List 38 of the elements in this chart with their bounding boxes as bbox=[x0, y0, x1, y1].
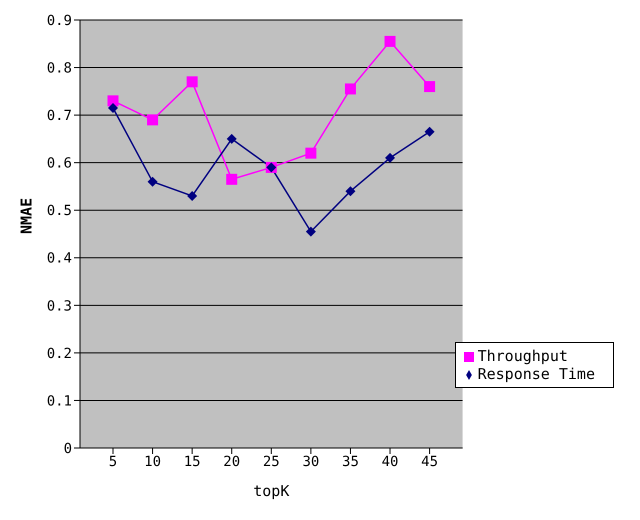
point bbox=[148, 176, 158, 187]
x-tick-label: 30 bbox=[302, 454, 320, 470]
point bbox=[147, 114, 158, 126]
legend-label: Response Time bbox=[478, 365, 595, 383]
x-tick-label: 5 bbox=[108, 454, 118, 470]
x-tick-label: 20 bbox=[223, 454, 240, 470]
point bbox=[345, 186, 356, 196]
point bbox=[108, 102, 118, 113]
x-tick-label: 15 bbox=[184, 454, 201, 470]
x-tick-label: 45 bbox=[421, 454, 438, 470]
x-tick-label: 35 bbox=[342, 454, 359, 470]
y-tick-label: 0.6 bbox=[46, 156, 72, 172]
y-tick-label: 0.2 bbox=[46, 346, 72, 362]
y-tick-label: 0.9 bbox=[46, 12, 72, 29]
x-tick-label: 40 bbox=[382, 454, 398, 470]
point bbox=[424, 81, 436, 92]
y-tick-label: 0.5 bbox=[46, 203, 72, 220]
point bbox=[344, 83, 356, 94]
y-tick-label: 0.3 bbox=[46, 298, 72, 314]
point bbox=[305, 148, 316, 159]
y-tick-label: 0.8 bbox=[46, 60, 72, 77]
point bbox=[306, 226, 316, 237]
x-tick-label: 10 bbox=[144, 454, 162, 470]
y-tick-label: 0 bbox=[64, 440, 72, 457]
y-tick-label: 0.4 bbox=[46, 250, 72, 267]
point bbox=[187, 190, 198, 201]
point bbox=[186, 76, 198, 88]
point bbox=[226, 134, 237, 144]
point bbox=[385, 152, 396, 163]
x-axis-title: topK bbox=[253, 482, 290, 500]
point bbox=[384, 36, 396, 47]
y-tick-label: 0.7 bbox=[46, 108, 72, 124]
legend-label: Throughput bbox=[478, 347, 568, 365]
x-tick-label: 25 bbox=[262, 454, 280, 470]
y-axis-title: NMAE bbox=[17, 198, 36, 234]
point bbox=[424, 126, 435, 137]
y-tick-label: 0.1 bbox=[46, 393, 72, 410]
point bbox=[226, 174, 238, 185]
